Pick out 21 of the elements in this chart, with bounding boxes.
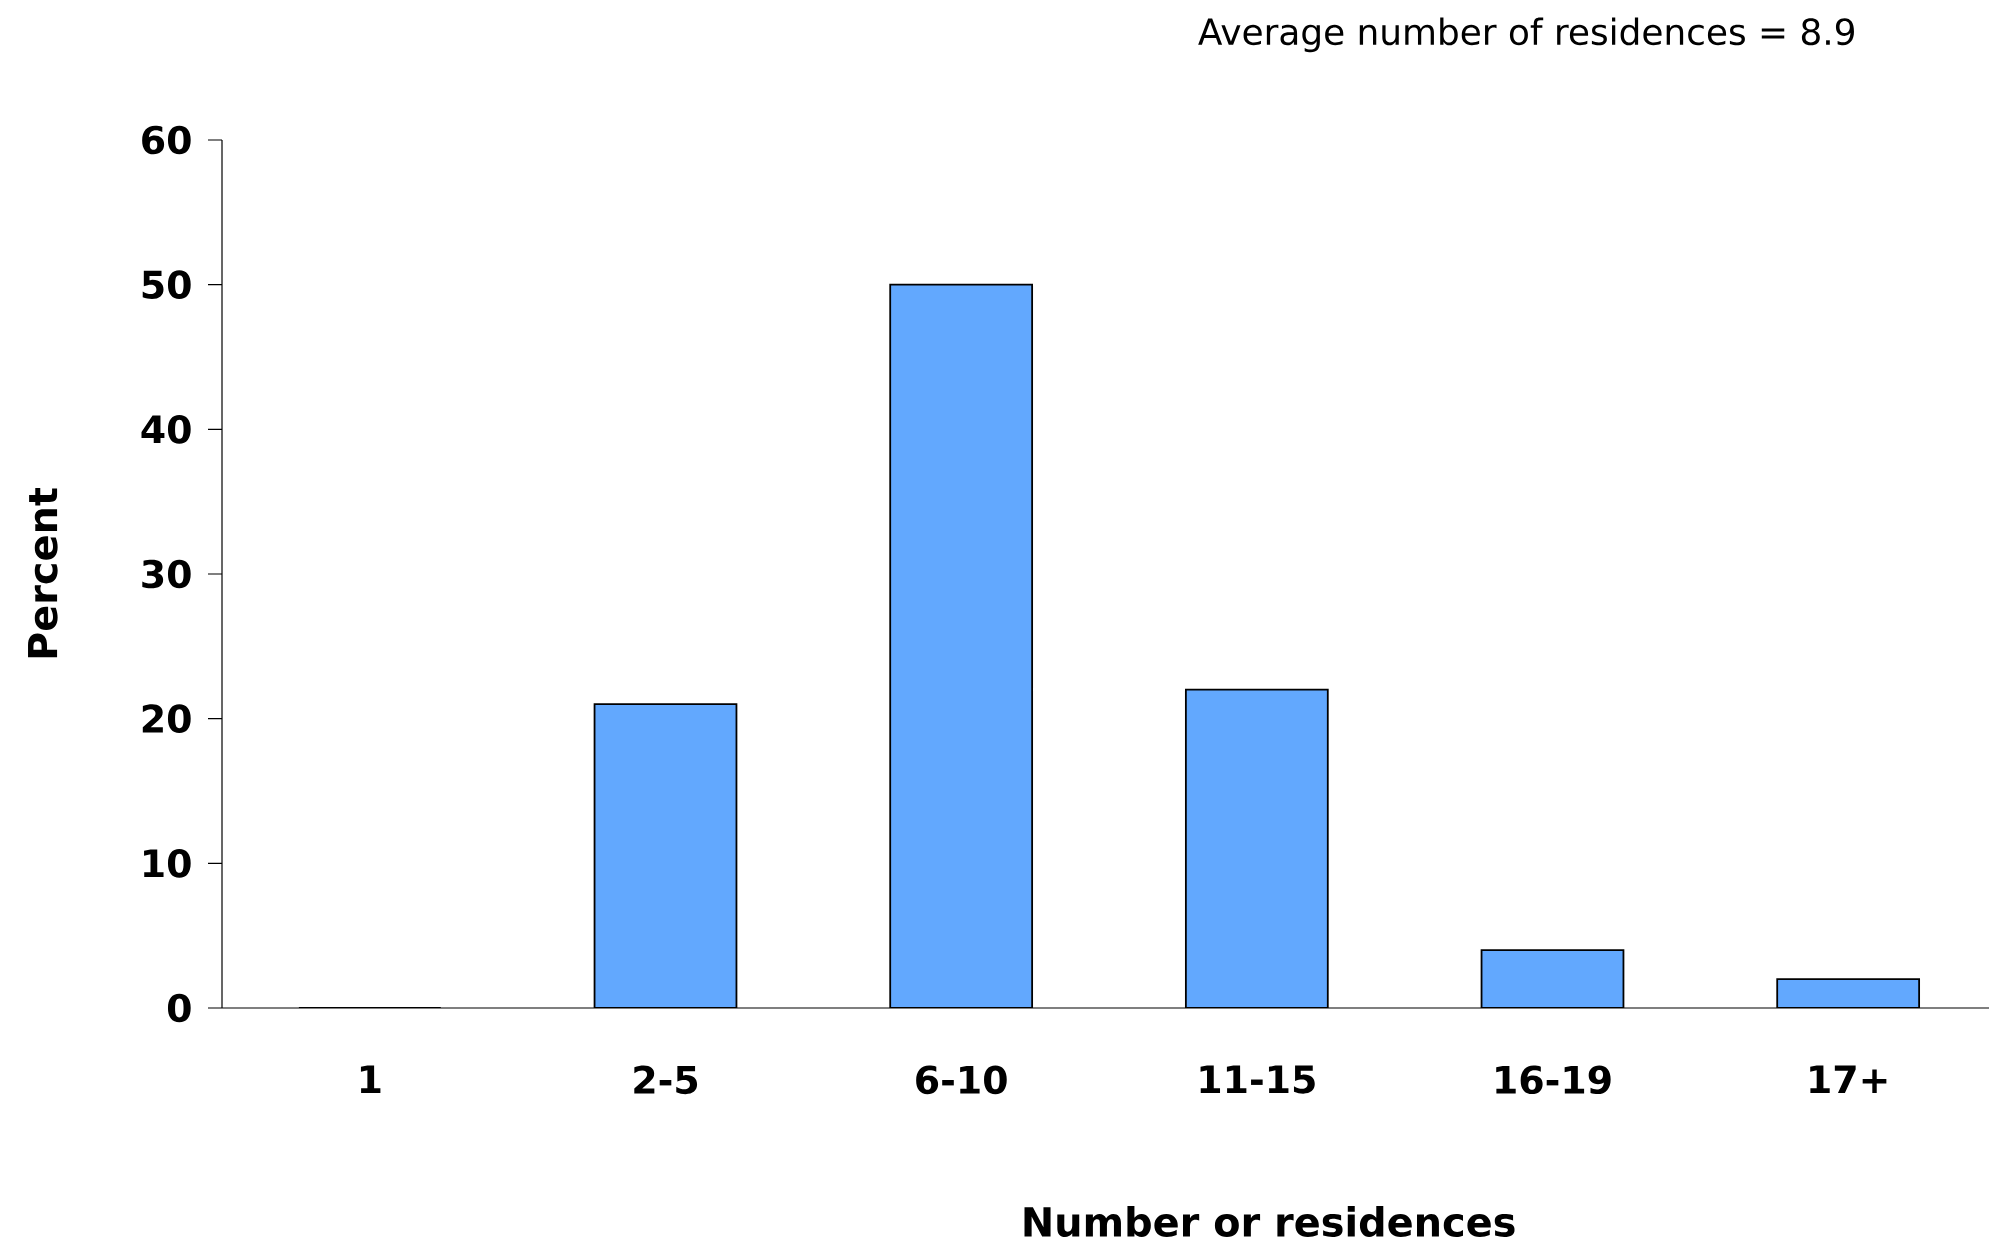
bar — [889, 283, 1034, 1008]
text: Average number of residences = 8.9 — [1198, 17, 1854, 53]
x-tick-label: 11-15 — [1200, 1065, 1315, 1094]
y-tick-label: 30 — [142, 559, 191, 589]
x-tick-label: 16-19 — [1496, 1065, 1611, 1095]
bar — [593, 703, 738, 1008]
y-tick-label: 60 — [142, 125, 191, 155]
x-axis-title: Number or residences — [1024, 1206, 1515, 1237]
y-axis-title: Percent — [28, 487, 58, 658]
y-tick-label: 40 — [141, 415, 191, 444]
bar — [1776, 978, 1921, 1008]
y-tick-label: 50 — [142, 270, 191, 299]
y-tick-label: 0 — [167, 993, 191, 1023]
bar — [1184, 688, 1329, 1008]
x-tick-label: 1 — [360, 1065, 381, 1094]
y-tick-label: 20 — [142, 704, 191, 733]
x-tick-label: 2-5 — [634, 1065, 698, 1095]
x-tick-label: 6-10 — [916, 1065, 1007, 1095]
y-tick-label: 10 — [144, 849, 191, 878]
bar — [1480, 949, 1625, 1008]
x-tick-label: 17+ — [1810, 1065, 1887, 1094]
